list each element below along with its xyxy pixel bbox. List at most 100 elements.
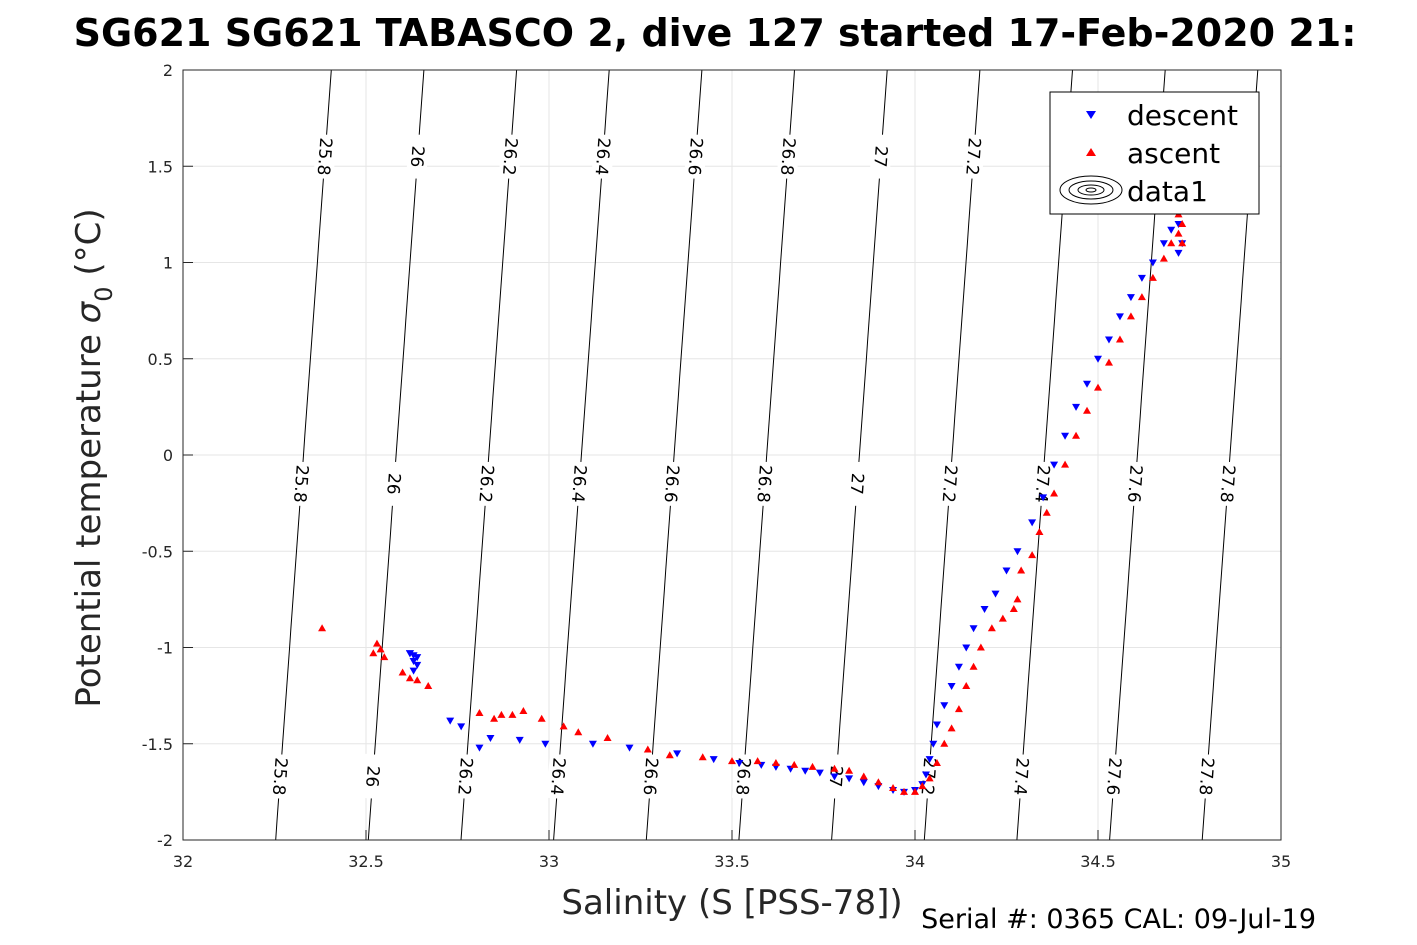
ascent-point <box>940 739 949 747</box>
ascent-point <box>372 639 381 647</box>
ascent-point <box>665 751 674 759</box>
contour-label-27: 27 <box>869 145 891 168</box>
contour-label-27.8: 27.8 <box>1216 464 1239 503</box>
contour-label-27.4: 27.4 <box>1009 757 1032 796</box>
ascent-point <box>728 757 736 765</box>
contour-label-gap <box>454 753 478 800</box>
x-tick-label: 32 <box>173 852 193 871</box>
contour-label-26.8: 26.8 <box>752 464 775 503</box>
contour-label-gap <box>962 133 986 180</box>
ascent-point <box>1115 335 1124 343</box>
x-tick-label: 34.5 <box>1080 852 1116 871</box>
contour-label-26.4: 26.4 <box>567 464 590 503</box>
ascent-point <box>490 714 499 722</box>
contour-label-26.2: 26.2 <box>453 757 476 796</box>
ascent-point <box>1148 273 1157 281</box>
contour-label-gap <box>869 133 893 180</box>
chart-title: SG621 SG621 TABASCO 2, dive 127 started … <box>74 11 1357 55</box>
ascent-point <box>918 782 927 790</box>
descent-point <box>1050 461 1059 469</box>
contour-label-26: 26 <box>382 472 404 495</box>
ascent-point <box>845 766 854 774</box>
descent-point <box>1039 494 1048 502</box>
ascent-point <box>1061 460 1070 468</box>
ascent-point <box>1094 383 1102 391</box>
ascent-point <box>932 759 941 766</box>
ascent-point <box>603 733 612 741</box>
legend-descent-label: descent <box>1127 99 1238 132</box>
descent-point <box>921 771 930 779</box>
contour-label-26.4: 26.4 <box>546 757 569 796</box>
descent-point <box>962 644 971 652</box>
descent-point <box>845 775 854 783</box>
legend-descent-marker <box>1086 111 1096 119</box>
descent-point <box>588 740 597 748</box>
ascent-point <box>643 745 652 753</box>
contour-label-gap <box>268 753 292 800</box>
y-axis-label-subscript: 0 <box>90 286 118 301</box>
contour-label-27.6: 27.6 <box>1123 464 1146 503</box>
contour-label-gap <box>1009 753 1034 800</box>
descent-point <box>457 723 466 731</box>
contour-label-gap <box>1195 753 1219 800</box>
ascent-point <box>508 710 517 718</box>
descent-point <box>932 721 941 729</box>
descent-point <box>929 740 938 748</box>
contour-label-gap <box>938 461 962 507</box>
y-tick-label: -2 <box>157 831 173 850</box>
descent-point <box>1174 221 1183 228</box>
x-axis-ticks: 32 32.5 33 33.5 34 34.5 35 <box>173 830 1291 871</box>
legend-contour-icon <box>1059 175 1123 205</box>
descent-point <box>947 683 956 690</box>
legend-box <box>1049 91 1260 215</box>
contour-label-gap <box>382 461 406 507</box>
contour-label-26.8: 26.8 <box>731 757 754 796</box>
x-tick-label: 33 <box>539 852 559 871</box>
descent-point <box>409 657 418 665</box>
serial-calibration-footer: Serial #: 0365 CAL: 09-Jul-19 <box>921 904 1316 935</box>
isopycnal-27.2 <box>923 69 981 841</box>
descent-point <box>673 750 682 758</box>
contour-label-25.8: 25.8 <box>268 757 291 796</box>
descent-point <box>475 744 484 752</box>
ascent-point <box>947 724 956 732</box>
descent-point <box>1159 240 1168 248</box>
descent-point <box>969 625 978 633</box>
ascent-point <box>398 668 407 676</box>
ascent-point <box>1009 605 1018 612</box>
ascent-point <box>1017 566 1026 574</box>
contour-label-gap <box>639 753 663 800</box>
contour-label-27.6: 27.6 <box>1102 757 1125 796</box>
ascent-point <box>318 624 327 632</box>
ascent-point <box>1083 406 1092 414</box>
contour-label-gap <box>289 461 313 507</box>
ascent-point <box>911 787 919 795</box>
descent-point <box>925 756 934 764</box>
ascent-point <box>1178 239 1187 247</box>
ascent-point <box>1042 508 1051 516</box>
descent-point <box>980 606 989 613</box>
y-tick-label: -1 <box>157 639 173 658</box>
contour-label-27.8: 27.8 <box>1194 757 1217 796</box>
y-tick-label: 0 <box>163 446 173 465</box>
contour-label-gap <box>684 133 708 180</box>
descent-point <box>1002 567 1011 575</box>
ascent-point <box>1178 220 1187 227</box>
ascent-point <box>976 643 985 651</box>
contour-label-26.8: 26.8 <box>776 137 799 176</box>
ascent-point <box>969 662 978 670</box>
contour-label-26: 26 <box>361 765 383 788</box>
ascent-point <box>874 778 883 786</box>
ascent-point <box>830 764 839 772</box>
ascent-point <box>424 682 433 689</box>
descent-point <box>815 769 824 777</box>
legend-ascent-marker <box>1086 148 1096 156</box>
ascent-point <box>1104 358 1113 366</box>
isopycnal-26.2 <box>460 69 518 841</box>
descent-point <box>1094 355 1102 363</box>
contour-label-gap <box>1216 461 1240 507</box>
ascent-point <box>376 645 385 653</box>
y-tick-label: 2 <box>163 61 173 80</box>
descent-point <box>515 736 524 744</box>
ascent-point <box>962 682 971 689</box>
